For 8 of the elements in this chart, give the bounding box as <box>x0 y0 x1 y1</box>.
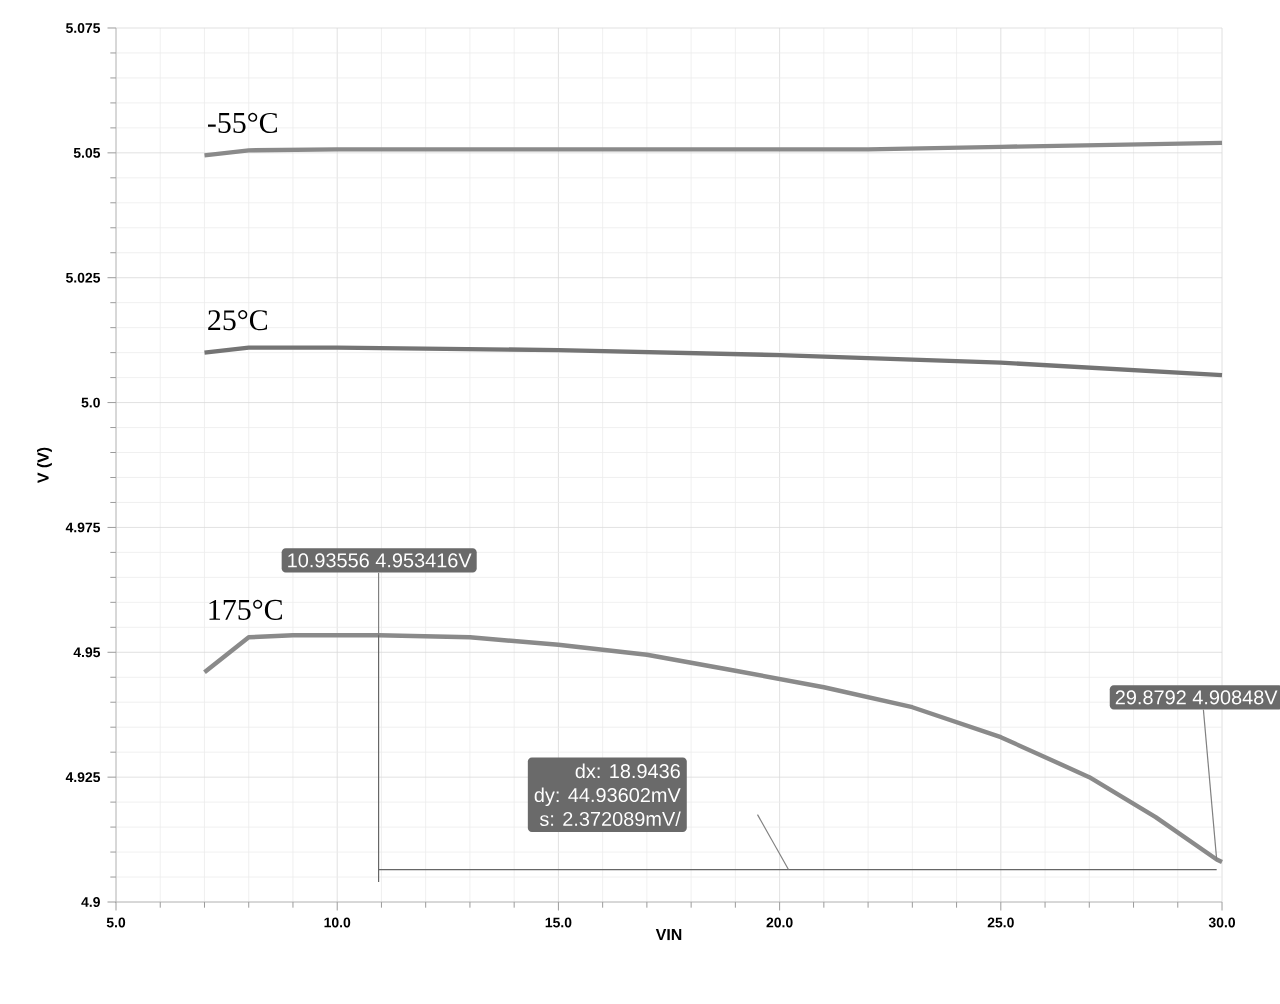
annotation: 10.93556 4.953416V <box>288 553 472 568</box>
series-label: 25°C <box>208 310 267 331</box>
series-label: 175°C <box>209 599 282 620</box>
annotation: s: 2.372089mV/ <box>539 811 681 827</box>
series-label: -55°C <box>207 112 277 133</box>
annotation: dx: 18.9436 <box>575 763 680 779</box>
annotation: dy: 44.93602mV <box>534 787 681 807</box>
annotation: 29.8792 4.90848V <box>1115 690 1278 705</box>
